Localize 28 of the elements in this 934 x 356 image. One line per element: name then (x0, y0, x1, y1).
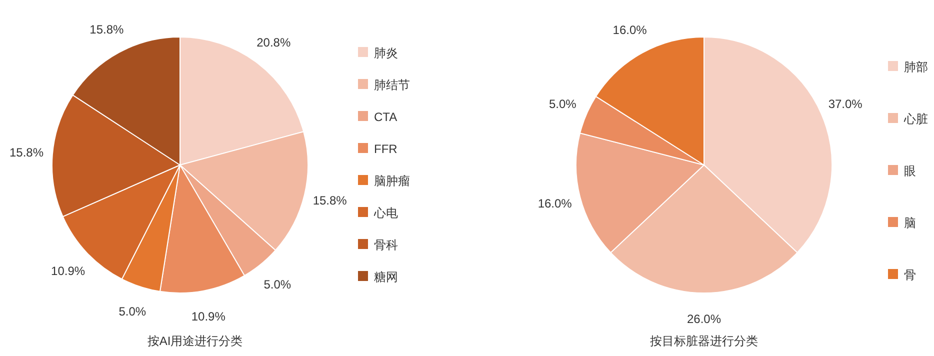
legend-label: 脑肿瘤 (374, 174, 410, 188)
legend-label: FFR (374, 142, 398, 156)
legend-label: 骨 (904, 268, 916, 282)
text: 按目标脏器进行分类 (650, 334, 758, 348)
legend-label: 心电 (373, 206, 398, 220)
data-label: 5.0% (548, 96, 577, 111)
data-label: 15.8% (90, 22, 124, 37)
data-label: 37.0% (828, 96, 863, 111)
legend-label: CTA (374, 110, 398, 124)
data-label: 16.0% (538, 196, 572, 210)
data-label: 26.0% (686, 312, 722, 326)
legend-label: 脑 (904, 216, 916, 230)
legend-label: 肺部 (904, 60, 928, 74)
data-label: 15.8% (312, 193, 348, 208)
text: 按AI用途进行分类 (147, 334, 243, 348)
legend-label: 骨科 (374, 238, 398, 252)
legend-label: 心脏 (903, 112, 928, 126)
legend-label: 肺结节 (374, 78, 410, 92)
data-label: 15.8% (10, 145, 44, 160)
data-label: 20.8% (256, 36, 291, 50)
data-label: 5.0% (118, 304, 146, 318)
data-label: 16.0% (612, 23, 648, 38)
legend-label: 肺炎 (374, 46, 398, 60)
legend-label: 糖网 (374, 270, 398, 284)
data-label: 10.9% (191, 309, 226, 324)
legend-label: 眼 (904, 164, 916, 178)
data-label: 10.9% (51, 264, 86, 278)
data-label: 5.0% (264, 277, 292, 292)
